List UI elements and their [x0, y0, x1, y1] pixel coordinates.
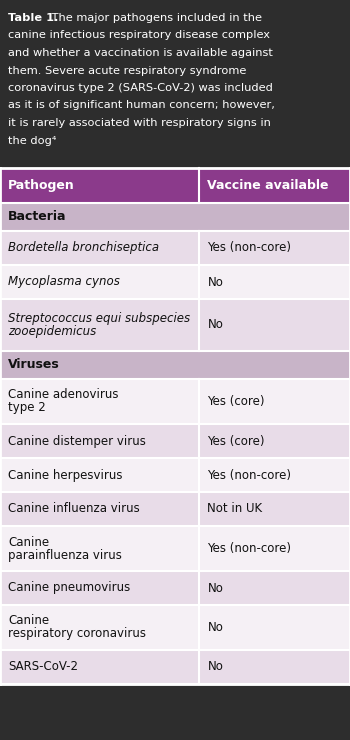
Text: coronavirus type 2 (SARS-CoV-2) was included: coronavirus type 2 (SARS-CoV-2) was incl…: [8, 83, 273, 93]
Text: Bordetella bronchiseptica: Bordetella bronchiseptica: [8, 241, 159, 255]
Text: Streptococcus equi subspecies: Streptococcus equi subspecies: [8, 312, 190, 325]
Text: Canine distemper virus: Canine distemper virus: [8, 434, 146, 448]
Text: Viruses: Viruses: [8, 358, 60, 371]
Text: No: No: [208, 275, 223, 289]
Text: No: No: [208, 582, 223, 594]
Text: and whether a vaccination is available against: and whether a vaccination is available a…: [8, 48, 273, 58]
Text: them. Severe acute respiratory syndrome: them. Severe acute respiratory syndrome: [8, 66, 246, 75]
Text: zooepidemicus: zooepidemicus: [8, 325, 96, 338]
Bar: [0, 168, 350, 203]
Text: Mycoplasma cynos: Mycoplasma cynos: [8, 275, 120, 289]
Bar: [0, 650, 350, 684]
Bar: [0, 458, 350, 492]
Text: canine infectious respiratory disease complex: canine infectious respiratory disease co…: [8, 30, 270, 41]
Text: parainfluenza virus: parainfluenza virus: [8, 548, 122, 562]
Text: No: No: [208, 318, 223, 332]
Text: Yes (non-core): Yes (non-core): [208, 542, 292, 555]
Text: the dog⁴: the dog⁴: [8, 135, 56, 146]
Text: Vaccine available: Vaccine available: [208, 179, 329, 192]
Text: Yes (core): Yes (core): [208, 434, 265, 448]
Text: Bacteria: Bacteria: [8, 210, 66, 223]
Bar: [0, 379, 350, 424]
Text: Canine pneumovirus: Canine pneumovirus: [8, 582, 130, 594]
Text: Canine herpesvirus: Canine herpesvirus: [8, 468, 122, 482]
Text: Yes (non-core): Yes (non-core): [208, 468, 292, 482]
Bar: [0, 424, 350, 458]
Text: No: No: [208, 621, 223, 634]
Bar: [0, 231, 350, 265]
Text: Table 1.: Table 1.: [8, 13, 58, 23]
Bar: [0, 299, 350, 351]
Bar: [0, 265, 350, 299]
Bar: [0, 526, 350, 571]
Text: Canine adenovirus: Canine adenovirus: [8, 388, 119, 402]
Bar: [0, 351, 350, 379]
Text: No: No: [208, 661, 223, 673]
Text: Not in UK: Not in UK: [208, 502, 262, 516]
Text: it is rarely associated with respiratory signs in: it is rarely associated with respiratory…: [8, 118, 271, 128]
Text: as it is of significant human concern; however,: as it is of significant human concern; h…: [8, 101, 275, 110]
Text: Canine influenza virus: Canine influenza virus: [8, 502, 140, 516]
Bar: [0, 492, 350, 526]
Bar: [0, 571, 350, 605]
Text: Canine: Canine: [8, 614, 49, 628]
Bar: [0, 0, 350, 168]
Text: type 2: type 2: [8, 402, 46, 414]
Text: The major pathogens included in the: The major pathogens included in the: [48, 13, 262, 23]
Text: Yes (core): Yes (core): [208, 395, 265, 408]
Bar: [0, 605, 350, 650]
Text: Canine: Canine: [8, 536, 49, 548]
Bar: [0, 203, 350, 231]
Text: respiratory coronavirus: respiratory coronavirus: [8, 628, 146, 641]
Text: Yes (non-core): Yes (non-core): [208, 241, 292, 255]
Text: SARS-CoV-2: SARS-CoV-2: [8, 661, 78, 673]
Text: Pathogen: Pathogen: [8, 179, 75, 192]
